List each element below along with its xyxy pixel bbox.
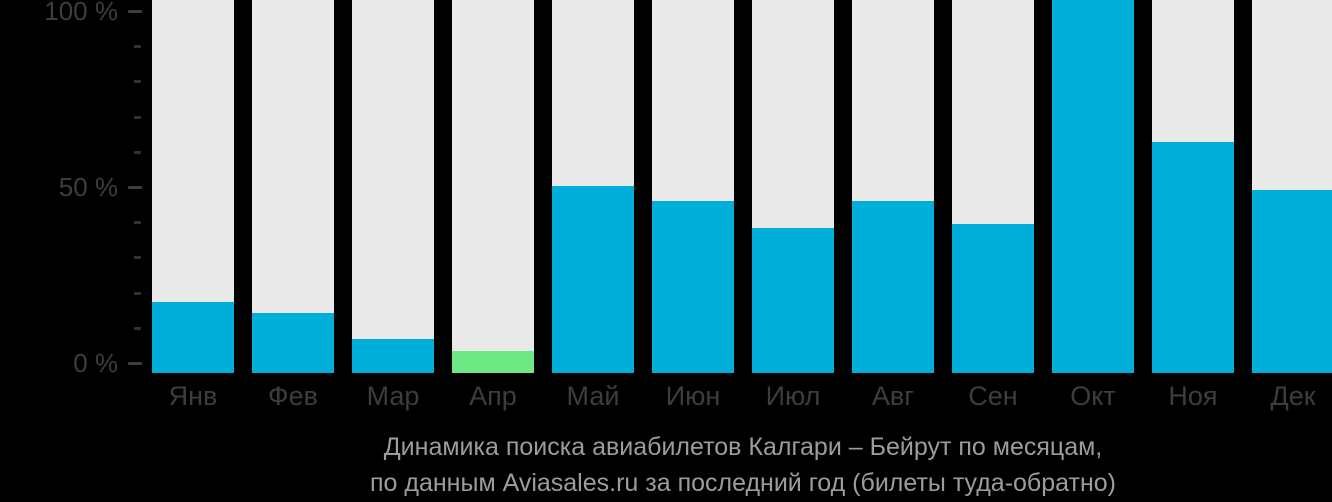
bar-fill: [952, 224, 1034, 373]
month-label: Сен: [968, 381, 1018, 411]
bar-fill: [152, 302, 234, 373]
caption-line-1: Динамика поиска авиабилетов Калгари – Бе…: [383, 433, 1103, 461]
bar-fill: [1052, 0, 1134, 373]
y-tick-minor: [134, 151, 141, 154]
bar-fill: [752, 228, 834, 373]
bar-column: [1252, 0, 1332, 373]
month-label: Авг: [871, 381, 915, 411]
y-tick-major: [128, 186, 142, 189]
month-label: Июн: [665, 381, 721, 411]
month-label: Фев: [268, 381, 318, 411]
bar-column: [152, 0, 234, 373]
y-tick-minor: [134, 327, 141, 330]
bar-fill: [1252, 190, 1332, 373]
y-tick-minor: [134, 256, 141, 259]
bar-column: [252, 0, 334, 373]
y-tick-minor: [134, 116, 141, 119]
y-tick-label: 100 %: [44, 0, 118, 26]
y-tick-major: [128, 10, 142, 13]
bar-track: [352, 0, 434, 373]
y-tick-minor: [134, 221, 141, 224]
y-tick-major: [128, 362, 142, 365]
bar-column: [752, 0, 834, 373]
bar-fill: [552, 186, 634, 373]
month-label: Май: [566, 381, 620, 411]
bar-column: [1152, 0, 1234, 373]
month-label: Июл: [765, 381, 821, 411]
bar-column: [452, 0, 534, 373]
bar-column: [1052, 0, 1134, 373]
chart-caption: Динамика поиска авиабилетов Калгари – Бе…: [152, 429, 1332, 501]
bar-column: [352, 0, 434, 373]
bar-fill: [352, 339, 434, 373]
plot-area: 0 % 50 % 100 %: [44, 0, 1332, 378]
bar-fill: [452, 351, 534, 373]
month-label: Янв: [168, 381, 218, 411]
y-tick-label: 0 %: [73, 348, 118, 378]
bar-column: [952, 0, 1034, 373]
caption-line-2: по данным Aviasales.ru за последний год …: [370, 469, 1116, 497]
month-label: Ноя: [1168, 381, 1218, 411]
bar-track: [252, 0, 334, 373]
bar-fill: [1152, 142, 1234, 373]
bar-fill: [852, 201, 934, 373]
month-label: Дек: [1270, 381, 1316, 411]
month-label: Окт: [1070, 381, 1116, 411]
bar-fill: [252, 313, 334, 373]
y-tick-minor: [134, 45, 141, 48]
bar-column: [652, 0, 734, 373]
y-tick-label: 50 %: [58, 172, 118, 202]
bar-fill: [652, 201, 734, 373]
month-label: Мар: [366, 381, 420, 411]
month-label: Апр: [469, 381, 517, 411]
x-axis: Янв Фев Мар Апр Май Июн Июл Авг Сен Окт Ноя Дек: [0, 381, 1332, 415]
bar-column: [552, 0, 634, 373]
bar-track: [452, 0, 534, 373]
y-tick-minor: [134, 80, 141, 83]
bar-column: [852, 0, 934, 373]
y-tick-minor: [134, 292, 141, 295]
